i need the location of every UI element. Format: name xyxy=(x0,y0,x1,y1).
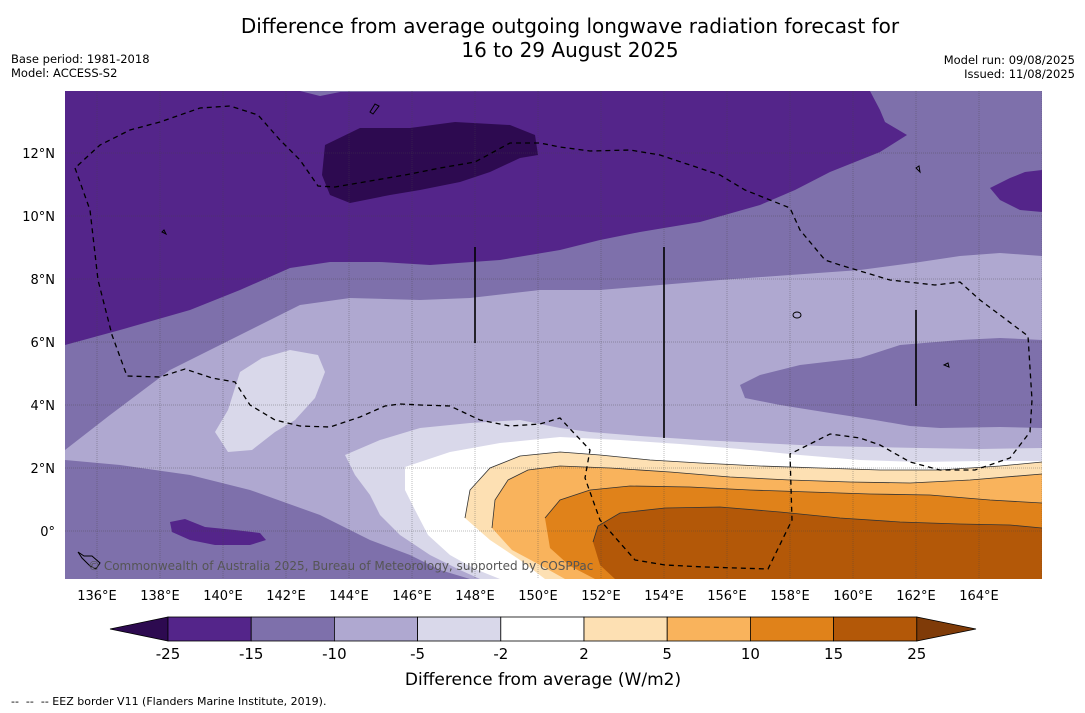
issued-date: Issued: 11/08/2025 xyxy=(964,67,1075,81)
lon-tick-label: 158°E xyxy=(770,589,810,604)
colorbar-tick-label: 5 xyxy=(662,645,672,663)
band-15-to-25 xyxy=(593,507,1042,579)
footnote: -- -- -- EEZ border V11 (Flanders Marine… xyxy=(11,695,327,708)
colorbar-extend-min xyxy=(109,616,169,642)
model-name: Model: ACCESS-S2 xyxy=(11,66,118,80)
eez-borders xyxy=(74,105,1033,570)
title-line-2: 16 to 29 August 2025 xyxy=(461,38,679,62)
lon-tick-label: 150°E xyxy=(518,589,558,604)
band-below-minus-25 xyxy=(322,122,538,203)
colorbar-tick-label: -15 xyxy=(239,645,264,663)
lat-tick-label: 8°N xyxy=(31,273,56,288)
colorbar-swatch xyxy=(333,616,418,642)
contour-15 xyxy=(592,506,1042,543)
lat-tick-label: 10°N xyxy=(22,210,55,225)
contour-10 xyxy=(544,485,1042,519)
colorbar-tick-label: 15 xyxy=(824,645,843,663)
islands xyxy=(77,103,950,570)
lon-axis-labels: 136°E 138°E 140°E 142°E 144°E 146°E 148°E 150°E… xyxy=(77,589,999,604)
olr-anomaly-field xyxy=(65,91,1042,579)
colorbar-tick-label: -10 xyxy=(322,645,347,663)
colorbar-swatch xyxy=(750,616,835,642)
island-kosrae xyxy=(942,362,950,368)
colorbar-extend-max xyxy=(916,616,977,642)
model-run: Model run: 09/08/2025 xyxy=(943,53,1075,67)
colorbar-tick-label: -5 xyxy=(410,645,425,663)
lon-tick-label: 148°E xyxy=(455,589,495,604)
lon-tick-label: 164°E xyxy=(959,589,999,604)
lon-tick-label: 140°E xyxy=(203,589,243,604)
colorbar-swatch xyxy=(417,616,502,642)
lon-tick-label: 154°E xyxy=(644,589,684,604)
colorbar-swatch xyxy=(250,616,335,642)
eez-border-north xyxy=(74,105,1033,570)
band-minus-25-to-15-east xyxy=(990,170,1042,212)
base-period: Base period: 1981-2018 xyxy=(11,52,150,66)
solid-vertical-lines xyxy=(474,247,917,438)
colorbar-tick-label: -2 xyxy=(493,645,508,663)
colorbar-swatch xyxy=(583,616,668,642)
lon-tick-label: 142°E xyxy=(266,589,306,604)
colorbar-label: Difference from average (W/m2) xyxy=(405,670,681,690)
lat-tick-label: 4°N xyxy=(31,399,56,414)
meta-left: Base period: 1981-2018 Model: ACCESS-S2 xyxy=(11,52,150,80)
colorbar-swatch xyxy=(833,616,918,642)
copyright-text: © Commonwealth of Australia 2025, Bureau… xyxy=(88,559,593,573)
map-title: Difference from average outgoing longwav… xyxy=(0,14,1085,62)
colorbar-tick-label: 10 xyxy=(741,645,760,663)
island-pohnpei xyxy=(792,311,802,319)
lon-tick-label: 136°E xyxy=(77,589,117,604)
lon-tick-label: 160°E xyxy=(833,589,873,604)
band-minus-25-to-15-south xyxy=(170,519,266,545)
colorbar-tick-label: -25 xyxy=(156,645,181,663)
lat-axis-labels: 12°N 10°N 8°N 6°N 4°N 2°N 0° xyxy=(22,147,55,540)
contour-lines xyxy=(464,451,1042,543)
lat-tick-label: 12°N xyxy=(22,147,55,162)
band-minus-25-to-15 xyxy=(65,91,907,345)
meta-right: Model run: 09/08/2025 Issued: 11/08/2025 xyxy=(944,53,1075,81)
lat-tick-label: 2°N xyxy=(31,462,56,477)
island-palau xyxy=(77,551,101,570)
colorbar-tick-label: 2 xyxy=(579,645,589,663)
lon-tick-label: 156°E xyxy=(707,589,747,604)
gridlines xyxy=(65,91,1042,579)
band-minus-5-to-2-west xyxy=(215,350,325,452)
colorbar-swatch xyxy=(167,616,252,642)
lat-tick-label: 0° xyxy=(40,525,55,540)
island-north xyxy=(369,103,380,115)
colorbar-swatch xyxy=(666,616,751,642)
contour-5 xyxy=(491,465,1042,529)
island-west xyxy=(161,229,168,236)
colorbar-swatch xyxy=(500,616,585,642)
lon-tick-label: 152°E xyxy=(581,589,621,604)
lon-tick-label: 138°E xyxy=(140,589,180,604)
lon-tick-label: 144°E xyxy=(329,589,369,604)
colorbar-tick-label: 25 xyxy=(907,645,926,663)
island-ne xyxy=(915,165,921,174)
title-line-1: Difference from average outgoing longwav… xyxy=(240,14,900,38)
lat-tick-label: 6°N xyxy=(31,336,56,351)
lon-tick-label: 162°E xyxy=(896,589,936,604)
colorbar: -25 -15 -10 -5 -2 2 5 10 15 25 xyxy=(109,616,977,663)
lon-tick-label: 146°E xyxy=(392,589,432,604)
contour-2 xyxy=(464,451,1042,519)
